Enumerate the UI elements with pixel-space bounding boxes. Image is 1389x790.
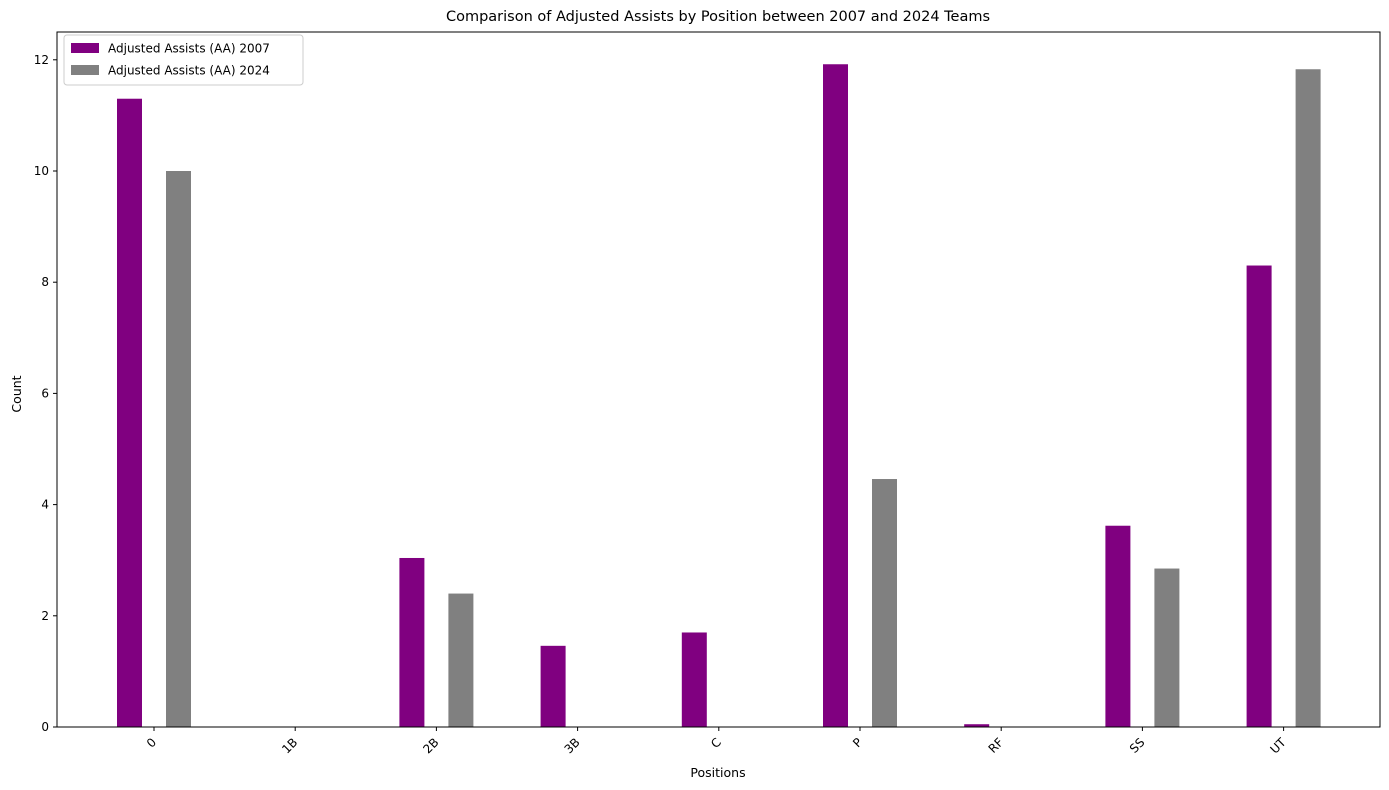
legend: Adjusted Assists (AA) 2007 Adjusted Assi… [63, 34, 304, 86]
x-tick-label-ss: SS [1127, 735, 1148, 756]
legend-swatch-2007 [71, 43, 99, 53]
bar-2007-ut [1246, 265, 1272, 727]
x-tick-label-p: P [850, 735, 865, 750]
bar-2007-3b [540, 645, 566, 727]
bar-2024-ss [1154, 568, 1180, 727]
y-tick-label: 6 [41, 386, 49, 400]
x-axis-label: Positions [690, 765, 745, 780]
legend-label-2024: Adjusted Assists (AA) 2024 [108, 64, 270, 78]
y-tick-label: 4 [41, 498, 49, 512]
bar-2024-2b [448, 593, 474, 727]
bar-2024-0 [166, 171, 191, 727]
bar-2007-2b [399, 557, 425, 727]
bar-2007-ss [1105, 525, 1131, 727]
x-tick-label-rf: RF [986, 735, 1007, 756]
y-tick-label: 2 [41, 609, 49, 623]
bar-2007-rf [964, 724, 990, 727]
bar-2024-p [872, 479, 897, 727]
axes-frame [56, 31, 1381, 728]
bar-2007-p [823, 64, 848, 727]
x-tick-label-1b: 1B [279, 735, 300, 756]
bar-2007-c [681, 632, 707, 727]
bar-2007-0 [117, 98, 142, 728]
legend-swatch-2024 [71, 65, 99, 75]
legend-label-2007: Adjusted Assists (AA) 2007 [108, 42, 270, 56]
y-tick-label: 12 [34, 53, 49, 67]
bar-2024-ut [1295, 69, 1321, 727]
x-tick-label-c: C [708, 735, 724, 751]
chart-title: Comparison of Adjusted Assists by Positi… [446, 9, 990, 25]
x-tick-label-2b: 2B [420, 735, 441, 756]
y-axis-label: Count [9, 375, 24, 412]
legend-frame [63, 34, 304, 86]
y-tick-label: 10 [34, 164, 49, 178]
y-tick-label: 8 [41, 275, 49, 289]
x-tick-label-ut: UT [1267, 735, 1289, 757]
y-tick-label: 0 [41, 720, 49, 734]
x-tick-label-0: 0 [144, 735, 159, 750]
plot-area: 0 2 4 6 8 10 12 0 1B 2B 3B C P RF SS UT [34, 31, 1381, 757]
x-tick-label-3b: 3B [562, 735, 583, 756]
